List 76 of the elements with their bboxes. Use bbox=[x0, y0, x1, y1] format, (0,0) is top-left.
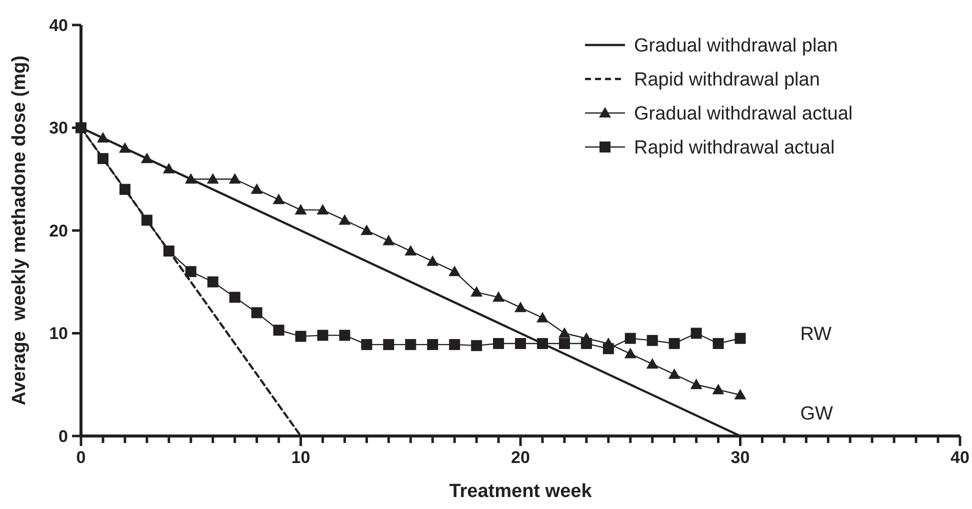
point bbox=[97, 153, 108, 164]
point bbox=[624, 332, 636, 344]
point bbox=[471, 340, 482, 352]
point bbox=[141, 214, 152, 226]
point bbox=[140, 152, 153, 164]
point bbox=[162, 162, 175, 174]
point bbox=[405, 339, 416, 350]
point bbox=[712, 338, 724, 350]
point bbox=[294, 204, 307, 214]
point bbox=[163, 246, 174, 257]
point bbox=[690, 378, 702, 390]
point bbox=[404, 245, 417, 256]
y-tick-label: 40 bbox=[49, 16, 68, 35]
point bbox=[382, 234, 395, 246]
legend-label: Gradual withdrawal actual bbox=[634, 104, 853, 125]
point bbox=[668, 338, 680, 350]
point bbox=[229, 292, 240, 303]
point bbox=[361, 339, 372, 350]
x-tick-label: 20 bbox=[511, 448, 530, 467]
point bbox=[668, 368, 680, 379]
point bbox=[295, 330, 306, 342]
point bbox=[514, 302, 526, 312]
point bbox=[515, 338, 526, 350]
point bbox=[316, 204, 329, 214]
annotation: GW bbox=[800, 404, 834, 425]
y-tick-label: 20 bbox=[49, 221, 68, 240]
point bbox=[272, 194, 285, 204]
x-axis-title: Treatment week bbox=[449, 481, 592, 502]
point bbox=[338, 214, 351, 225]
point bbox=[206, 173, 219, 184]
legend-label: Gradual withdrawal plan bbox=[634, 36, 838, 57]
point bbox=[96, 132, 109, 143]
point bbox=[317, 330, 328, 341]
point bbox=[273, 324, 284, 336]
point bbox=[449, 339, 460, 350]
point bbox=[558, 327, 570, 338]
legend-label: Rapid withdrawal actual bbox=[634, 138, 835, 159]
y-axis-title: Average weekly methadone dose (mg) bbox=[9, 56, 30, 406]
point bbox=[580, 338, 592, 350]
point bbox=[448, 266, 461, 276]
point bbox=[185, 266, 196, 278]
y-tick-label: 0 bbox=[58, 426, 68, 446]
point bbox=[492, 291, 505, 302]
point bbox=[646, 358, 658, 369]
y-tick-label: 10 bbox=[49, 324, 68, 344]
x-tick-label: 10 bbox=[291, 448, 310, 467]
annotation: RW bbox=[800, 324, 832, 346]
point bbox=[712, 384, 724, 394]
point bbox=[119, 184, 130, 195]
x-tick-label: 30 bbox=[730, 448, 750, 467]
x-tick-label: 40 bbox=[950, 448, 970, 467]
point bbox=[602, 343, 614, 354]
point bbox=[734, 332, 746, 344]
point bbox=[470, 286, 483, 297]
legend-label: Rapid withdrawal plan bbox=[634, 70, 820, 91]
point bbox=[207, 276, 218, 288]
point bbox=[558, 338, 570, 350]
point bbox=[228, 173, 241, 184]
y-tick-label: 30 bbox=[49, 118, 68, 138]
point bbox=[427, 339, 438, 350]
point bbox=[184, 173, 197, 184]
point bbox=[536, 312, 548, 322]
point bbox=[360, 224, 373, 235]
point bbox=[646, 334, 658, 346]
point bbox=[251, 307, 262, 318]
point bbox=[734, 388, 746, 400]
point bbox=[339, 330, 350, 341]
point bbox=[118, 142, 131, 153]
point bbox=[624, 348, 636, 358]
point bbox=[536, 338, 548, 350]
x-tick-label: 0 bbox=[76, 448, 86, 467]
point bbox=[493, 338, 504, 350]
point bbox=[426, 255, 439, 266]
point bbox=[383, 339, 394, 350]
point bbox=[690, 328, 702, 339]
point bbox=[250, 183, 263, 194]
